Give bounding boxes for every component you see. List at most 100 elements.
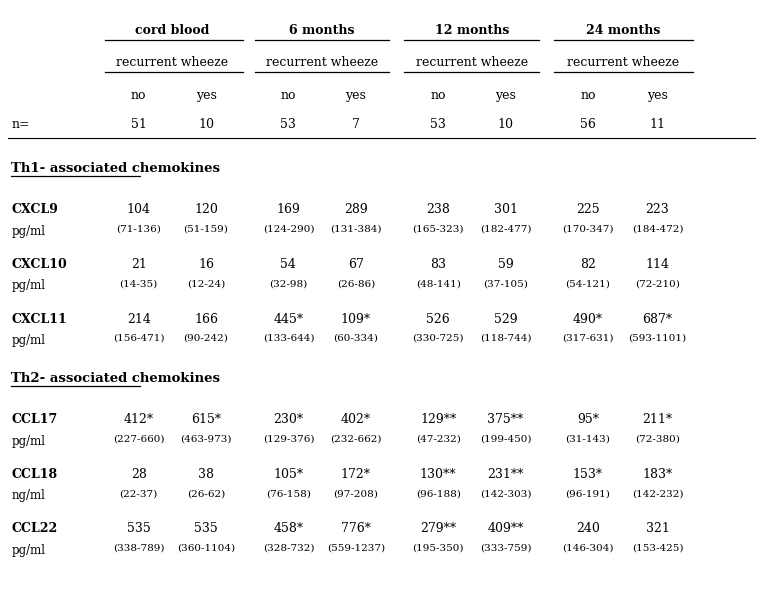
Text: 183*: 183* [643,468,672,481]
Text: pg/ml: pg/ml [11,225,45,238]
Text: yes: yes [495,89,516,102]
Text: pg/ml: pg/ml [11,280,45,292]
Text: (142-232): (142-232) [632,489,683,499]
Text: (12-24): (12-24) [187,280,225,289]
Text: (593-1101): (593-1101) [629,334,687,343]
Text: 28: 28 [131,468,147,481]
Text: 211*: 211* [643,413,672,427]
Text: 321: 321 [646,523,669,535]
Text: yes: yes [196,89,216,102]
Text: 7: 7 [352,117,360,131]
Text: (54-121): (54-121) [565,280,610,289]
Text: (96-188): (96-188) [416,489,461,499]
Text: (32-98): (32-98) [269,280,308,289]
Text: recurrent wheeze: recurrent wheeze [567,56,679,70]
Text: (71-136): (71-136) [116,225,161,234]
Text: CXCL10: CXCL10 [11,258,67,271]
Text: (90-242): (90-242) [183,334,228,343]
Text: 53: 53 [280,117,296,131]
Text: 223: 223 [646,203,669,217]
Text: (142-303): (142-303) [480,489,531,499]
Text: (124-290): (124-290) [263,225,314,234]
Text: no: no [280,89,296,102]
Text: (170-347): (170-347) [562,225,613,234]
Text: (333-759): (333-759) [480,544,531,553]
Text: 67: 67 [348,258,364,271]
Text: CXCL9: CXCL9 [11,203,58,217]
Text: (22-37): (22-37) [119,489,158,499]
Text: 120: 120 [194,203,218,217]
Text: 687*: 687* [643,313,672,325]
Text: (72-380): (72-380) [635,435,680,443]
Text: 412*: 412* [124,413,154,427]
Text: (199-450): (199-450) [480,435,531,443]
Text: (26-62): (26-62) [187,489,225,499]
Text: no: no [131,89,147,102]
Text: 169: 169 [277,203,300,217]
Text: (118-744): (118-744) [480,334,531,343]
Text: (31-143): (31-143) [565,435,610,443]
Text: 409**: 409** [487,523,524,535]
Text: (14-35): (14-35) [119,280,158,289]
Text: 129**: 129** [420,413,456,427]
Text: CCL17: CCL17 [11,413,57,427]
Text: (97-208): (97-208) [333,489,378,499]
Text: Th1- associated chemokines: Th1- associated chemokines [11,162,220,175]
Text: 53: 53 [430,117,446,131]
Text: (129-376): (129-376) [263,435,314,443]
Text: 82: 82 [580,258,596,271]
Text: 279**: 279** [420,523,456,535]
Text: 130**: 130** [420,468,456,481]
Text: yes: yes [345,89,366,102]
Text: (165-323): (165-323) [413,225,464,234]
Text: recurrent wheeze: recurrent wheeze [116,56,228,70]
Text: (72-210): (72-210) [635,280,680,289]
Text: 6 months: 6 months [290,24,354,37]
Text: 238: 238 [426,203,450,217]
Text: 95*: 95* [577,413,599,427]
Text: (317-631): (317-631) [562,334,613,343]
Text: (232-662): (232-662) [330,435,381,443]
Text: 301: 301 [494,203,517,217]
Text: (463-973): (463-973) [180,435,231,443]
Text: (133-644): (133-644) [263,334,314,343]
Text: (76-158): (76-158) [266,489,311,499]
Text: 458*: 458* [274,523,303,535]
Text: CCL18: CCL18 [11,468,57,481]
Text: 535: 535 [127,523,151,535]
Text: 526: 526 [426,313,450,325]
Text: 166: 166 [194,313,218,325]
Text: 109*: 109* [341,313,371,325]
Text: 230*: 230* [274,413,303,427]
Text: 529: 529 [494,313,517,325]
Text: (26-86): (26-86) [337,280,375,289]
Text: recurrent wheeze: recurrent wheeze [266,56,378,70]
Text: 490*: 490* [573,313,603,325]
Text: 375**: 375** [487,413,523,427]
Text: (146-304): (146-304) [562,544,613,553]
Text: 51: 51 [131,117,147,131]
Text: 21: 21 [131,258,147,271]
Text: (330-725): (330-725) [413,334,464,343]
Text: 214: 214 [127,313,151,325]
Text: (51-159): (51-159) [183,225,228,234]
Text: no: no [580,89,596,102]
Text: n=: n= [11,117,30,131]
Text: yes: yes [647,89,668,102]
Text: (182-477): (182-477) [480,225,531,234]
Text: 10: 10 [497,117,513,131]
Text: (184-472): (184-472) [632,225,683,234]
Text: (195-350): (195-350) [413,544,464,553]
Text: 225: 225 [576,203,600,217]
Text: 615*: 615* [191,413,221,427]
Text: (156-471): (156-471) [113,334,164,343]
Text: 105*: 105* [274,468,303,481]
Text: 59: 59 [497,258,513,271]
Text: Th2- associated chemokines: Th2- associated chemokines [11,372,220,385]
Text: (227-660): (227-660) [113,435,164,443]
Text: 535: 535 [194,523,218,535]
Text: 104: 104 [127,203,151,217]
Text: 12 months: 12 months [435,24,509,37]
Text: 38: 38 [198,468,214,481]
Text: 56: 56 [580,117,596,131]
